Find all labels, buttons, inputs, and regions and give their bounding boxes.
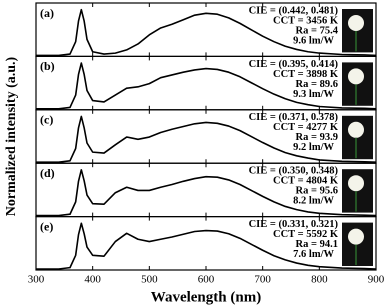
annotation: CIE = (0.371, 0.378) — [249, 112, 339, 123]
annotation: 9.6 lm/W — [293, 35, 334, 46]
spectrum-line — [36, 222, 377, 270]
spectrum-line — [36, 115, 377, 163]
annotation: CIE = (0.331, 0.321) — [249, 219, 339, 230]
y-axis-label: Normalized intensity (a.u.) — [4, 56, 19, 216]
annotation: CCT = 4804 K — [273, 176, 339, 187]
annotation: CCT = 4277 K — [273, 122, 339, 133]
spectrum-line — [36, 62, 377, 110]
annotation: Ra = 95.6 — [296, 186, 338, 197]
annotation: Ra = 93.9 — [296, 132, 338, 143]
lamp-glow — [348, 15, 364, 31]
annotation: CCT = 3898 K — [273, 69, 339, 80]
annotation: 9.2 lm/W — [293, 142, 334, 153]
x-tick-label: 600 — [198, 274, 215, 286]
x-tick-label: 700 — [254, 274, 271, 286]
annotation: Ra = 94.1 — [296, 239, 338, 250]
annotation: CIE = (0.395, 0.414) — [249, 59, 339, 70]
annotation: 8.2 lm/W — [293, 196, 334, 207]
annotation: CIE = (0.350, 0.348) — [249, 166, 339, 177]
x-tick-label: 900 — [368, 274, 385, 286]
x-tick-label: 500 — [141, 274, 158, 286]
x-tick-label: 400 — [84, 274, 101, 286]
annotation: 7.6 lm/W — [293, 249, 334, 260]
annotation: Ra = 75.4 — [296, 25, 339, 36]
panel-label: (c) — [40, 113, 53, 127]
annotation: CCT = 3456 K — [273, 15, 339, 26]
lamp-glow — [348, 228, 364, 245]
lamp-glow — [348, 121, 364, 138]
x-tick-label: 300 — [28, 274, 45, 286]
panel-label: (d) — [40, 166, 55, 180]
x-tick-label: 800 — [311, 274, 328, 286]
spectrum-line — [36, 8, 377, 57]
panel-label: (e) — [40, 219, 53, 233]
annotation: Ra = 89.6 — [296, 79, 338, 90]
annotation: CIE = (0.442, 0.481) — [249, 5, 339, 16]
x-axis-label: Wavelength (nm) — [151, 289, 261, 305]
panel-label: (b) — [40, 59, 55, 73]
spectrum-line — [36, 169, 377, 217]
lamp-glow — [348, 68, 364, 85]
panel-label: (a) — [40, 6, 54, 20]
annotation: CCT = 5592 K — [273, 229, 339, 240]
annotation: 9.3 lm/W — [293, 89, 334, 100]
lamp-glow — [348, 175, 364, 192]
